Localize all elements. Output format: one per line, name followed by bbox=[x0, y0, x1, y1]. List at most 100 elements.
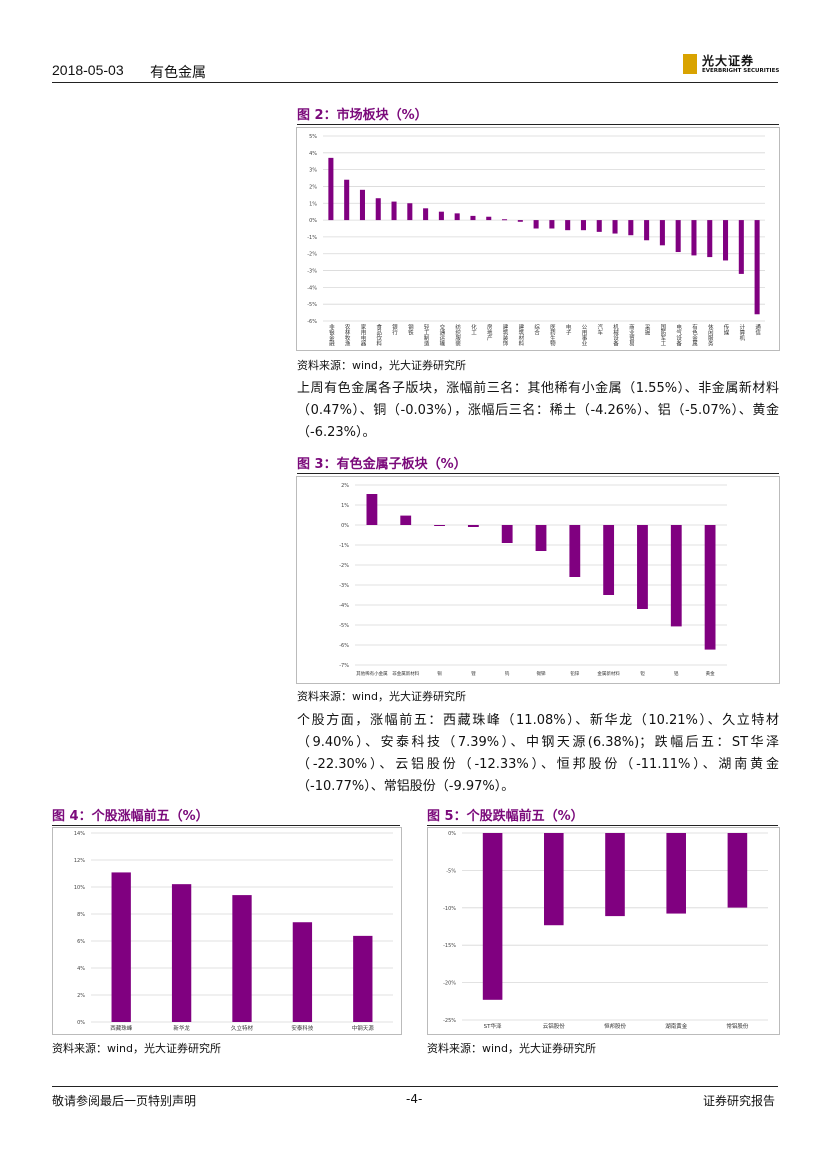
y-tick-label: 0% bbox=[309, 218, 317, 224]
x-category-label: 钨 bbox=[505, 670, 510, 677]
bar bbox=[467, 525, 479, 527]
y-tick-label: 2% bbox=[341, 483, 349, 489]
x-category-label: 轻工制造 bbox=[423, 323, 430, 348]
y-tick-label: -4% bbox=[307, 285, 317, 291]
footer-page-number: -4- bbox=[406, 1092, 423, 1106]
bar bbox=[502, 219, 508, 221]
fig4-source: 资料来源：wind，光大证券研究所 bbox=[52, 1042, 222, 1055]
footer-disclaimer: 敬请参阅最后一页特别声明 bbox=[52, 1094, 197, 1108]
bar bbox=[707, 220, 713, 258]
bar bbox=[644, 220, 650, 241]
x-category-label: 云铝股份 bbox=[543, 1022, 566, 1030]
bar bbox=[596, 220, 602, 232]
x-category-label: 食品饮料 bbox=[375, 323, 382, 348]
y-tick-label: -5% bbox=[307, 302, 317, 308]
bar bbox=[366, 494, 378, 525]
x-category-label: 久立特材 bbox=[231, 1024, 254, 1032]
bar bbox=[659, 220, 665, 246]
bar bbox=[344, 179, 350, 221]
header-date: 2018-05-03 bbox=[52, 62, 124, 78]
x-category-label: 农林牧渔 bbox=[344, 323, 351, 348]
y-tick-label: -25% bbox=[443, 1018, 456, 1024]
logo-mark-icon bbox=[683, 54, 697, 74]
x-category-label: 其他稀有小金属 bbox=[356, 670, 388, 677]
fig3-chart-frame: 2% 1% 0% -1% -2% -3% -4% -5% -6% -7% 其他稀有小金属 非金属新材料… bbox=[296, 476, 780, 684]
footer-report-type: 证券研究报告 bbox=[703, 1094, 776, 1108]
bar bbox=[391, 201, 397, 221]
x-category-label: 西藏珠峰 bbox=[110, 1024, 133, 1032]
y-tick-label: 1% bbox=[309, 201, 317, 207]
y-tick-label: 2% bbox=[77, 993, 85, 999]
bar bbox=[580, 220, 586, 231]
y-tick-label: 0% bbox=[448, 831, 456, 837]
bar bbox=[517, 220, 523, 222]
fig5-chart: 0% -5% -10% -15% -20% -25% ST华泽 云铝股份 恒邦股份 湖南黄金 常铝股… bbox=[443, 831, 768, 1030]
bar bbox=[434, 525, 445, 526]
y-tick-label: -10% bbox=[443, 906, 456, 912]
paragraph-sub-sectors: 上周有色金属各子版块，涨幅前三名：其他稀有小金属（1.55%）、非金属新材料（0… bbox=[297, 381, 779, 440]
x-category-label: 医药生物 bbox=[549, 324, 556, 348]
x-category-label: 通信 bbox=[754, 323, 761, 337]
bar bbox=[111, 872, 131, 1022]
bar bbox=[637, 525, 648, 609]
bar bbox=[533, 220, 539, 229]
fig5-title: 图 5：个股跌幅前五（%） bbox=[427, 809, 584, 824]
logo-chinese-name: 光大证券 bbox=[702, 54, 755, 68]
bar bbox=[232, 895, 252, 1022]
bar bbox=[603, 525, 615, 595]
y-tick-label: 0% bbox=[341, 523, 349, 529]
bar bbox=[569, 525, 581, 577]
bar bbox=[666, 833, 686, 914]
y-tick-label: 14% bbox=[74, 831, 85, 837]
x-category-label: 锡锑 bbox=[537, 670, 546, 677]
x-category-label: 非金属新材料 bbox=[392, 670, 419, 677]
x-category-label: 铜 bbox=[437, 670, 442, 677]
x-category-label: 化工 bbox=[470, 323, 477, 336]
bar bbox=[407, 203, 413, 221]
x-category-label: 采掘 bbox=[644, 323, 651, 337]
fig4-chart: 0% 2% 4% 6% 8% 10% 12% 14% 西藏珠峰 新华龙 久立特材 安泰科技 中钢天源 bbox=[74, 831, 393, 1032]
bar bbox=[423, 208, 429, 221]
fig2-chart: 5% 4% 3% 2% 1% 0% -1% -2% -3% -4% -5% -6% 非银金融 农林牧渔 家用… bbox=[307, 134, 765, 348]
bar bbox=[628, 220, 634, 236]
y-tick-label: -1% bbox=[339, 543, 349, 549]
bar bbox=[482, 833, 503, 1000]
bar bbox=[328, 157, 334, 221]
bar bbox=[501, 525, 513, 543]
y-tick-label: -6% bbox=[339, 643, 349, 649]
bar bbox=[723, 220, 729, 261]
x-category-label: 铝 bbox=[674, 670, 679, 677]
x-category-label: 电子 bbox=[565, 323, 572, 336]
paragraph-stocks: 个股方面，涨幅前五：西藏珠峰（11.08%）、新华龙（10.21%）、久立特材（… bbox=[297, 713, 779, 794]
fig2-chart-frame: 5% 4% 3% 2% 1% 0% -1% -2% -3% -4% -5% -6% 非银金融 农林牧渔 家用… bbox=[296, 127, 780, 351]
bar bbox=[353, 935, 373, 1022]
fig3-chart: 2% 1% 0% -1% -2% -3% -4% -5% -6% -7% 其他稀有小金属 非金属新材料… bbox=[339, 483, 727, 677]
x-category-label: 国防军工 bbox=[659, 324, 666, 347]
y-tick-label: -1% bbox=[307, 235, 317, 241]
bar bbox=[754, 220, 760, 315]
bar bbox=[292, 922, 313, 1022]
bar bbox=[171, 884, 192, 1022]
x-category-label: 锂 bbox=[471, 670, 476, 677]
bar bbox=[605, 833, 625, 917]
bar bbox=[359, 189, 365, 221]
y-tick-label: 5% bbox=[309, 134, 317, 140]
bar bbox=[438, 211, 444, 221]
header-sector: 有色金属 bbox=[150, 65, 206, 81]
fig4-title-rule bbox=[52, 825, 400, 826]
fig5-chart-frame: 0% -5% -10% -15% -20% -25% ST华泽 云铝股份 恒邦股份 湖南黄金 常铝股… bbox=[427, 827, 780, 1035]
y-tick-label: -5% bbox=[446, 868, 456, 874]
fig4-chart-frame: 0% 2% 4% 6% 8% 10% 12% 14% 西藏珠峰 新华龙 久立特材 安泰科技 中钢天源 bbox=[52, 827, 402, 1035]
x-category-label: 休闲服务 bbox=[707, 323, 714, 348]
y-tick-label: 6% bbox=[77, 939, 85, 945]
x-category-label: 常铝股份 bbox=[726, 1022, 749, 1030]
x-category-label: 新华龙 bbox=[173, 1024, 190, 1032]
x-category-label: 恒邦股份 bbox=[604, 1022, 627, 1030]
y-tick-label: 0% bbox=[77, 1020, 85, 1026]
y-tick-label: -4% bbox=[339, 603, 349, 609]
bar bbox=[544, 833, 564, 926]
bar bbox=[454, 213, 460, 221]
x-category-label: 计算机 bbox=[738, 323, 745, 342]
y-tick-label: -15% bbox=[443, 943, 456, 949]
x-category-label: 房地产 bbox=[486, 323, 493, 342]
